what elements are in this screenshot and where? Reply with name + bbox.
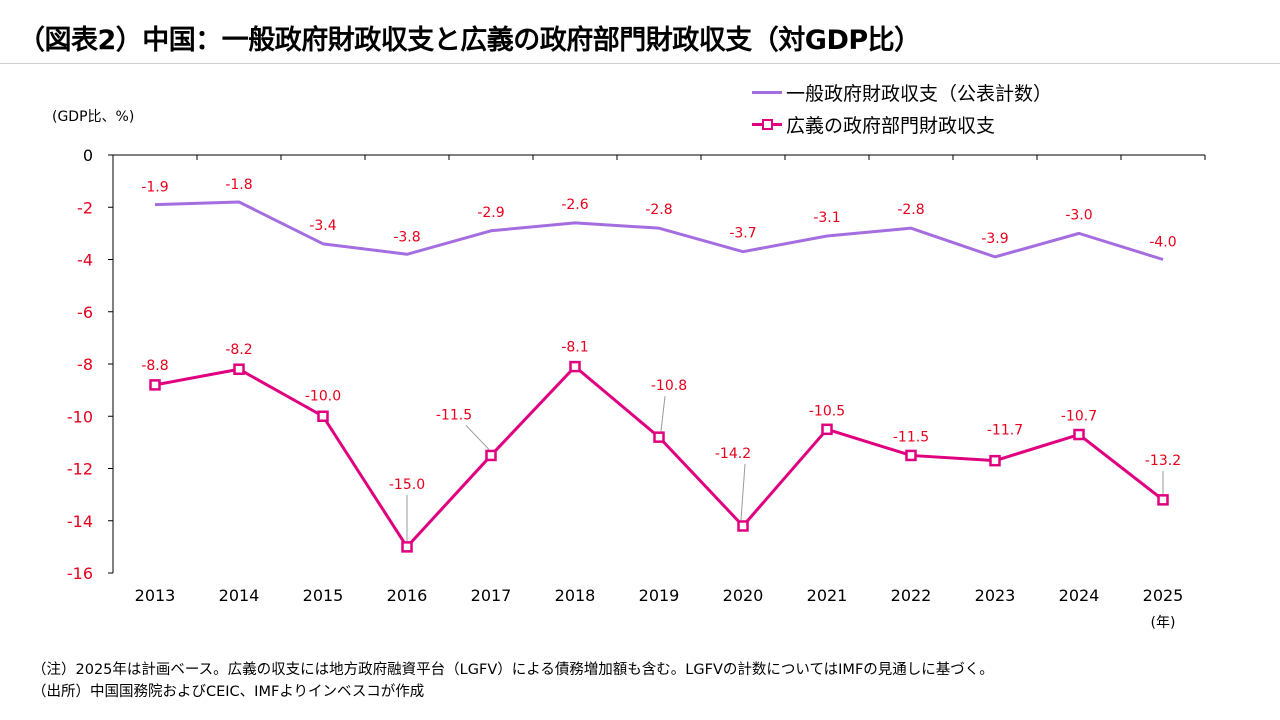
data-point-broad (737, 520, 749, 532)
x-tick-label: 2014 (219, 586, 260, 605)
footnote-note: （注）2025年は計画ベース。広義の収支には地方政府融資平台（LGFV）による債… (32, 662, 994, 678)
series-line-general (154, 200, 1164, 261)
data-label-general: -3.1 (813, 210, 840, 226)
data-label-leader-line (465, 425, 490, 450)
y-tick-label: -6 (77, 303, 93, 322)
legend-line-general (752, 91, 782, 94)
data-label-leader-line (660, 396, 666, 432)
legend-line-swatch (752, 82, 782, 102)
x-tick-label: 2015 (303, 586, 344, 605)
data-label-broad: -11.5 (436, 407, 472, 423)
legend-square-marker-icon (762, 119, 773, 130)
data-point-broad (905, 449, 917, 462)
x-tick-label: 2018 (555, 586, 596, 605)
data-label-broad: -10.5 (809, 403, 845, 419)
y-tick-label: -2 (77, 198, 93, 217)
y-tick-label: -12 (67, 460, 93, 479)
chart-title: （図表2）中国：一般政府財政収支と広義の政府部門財政収支（対GDP比） (18, 25, 921, 56)
x-axis-unit-label: (年) (1151, 615, 1176, 631)
x-tick-label: 2023 (975, 586, 1016, 605)
data-label-broad: -8.2 (225, 342, 252, 358)
footnotes: （注）2025年は計画ベース。広義の収支には地方政府融資平台（LGFV）による債… (32, 659, 994, 703)
legend-item-general: 一般政府財政収支（公表計数） (752, 76, 1052, 108)
data-point-broad (989, 454, 1001, 467)
data-label-general: -4.0 (1149, 235, 1176, 251)
data-label-broad: -13.2 (1145, 453, 1181, 469)
legend-marker-swatch (752, 114, 782, 134)
data-point-broad (1073, 428, 1085, 441)
data-label-broad: -14.2 (715, 446, 751, 462)
data-label-general: -1.9 (141, 180, 168, 196)
data-label-general: -3.7 (729, 226, 756, 242)
data-label-broad: -10.0 (305, 388, 341, 404)
data-point-broad (485, 449, 497, 462)
y-axis-unit-label: (GDP比、%) (52, 109, 135, 125)
data-label-general: -2.8 (645, 202, 672, 218)
data-label-broad: -8.1 (561, 340, 588, 356)
y-tick-label: -16 (67, 564, 93, 583)
data-point-broad (401, 541, 413, 553)
data-label-general: -2.6 (561, 197, 588, 213)
data-point-broad (317, 410, 329, 422)
data-label-general: -3.9 (981, 231, 1008, 247)
data-point-broad (821, 423, 833, 436)
data-label-broad: -11.5 (893, 429, 929, 445)
data-point-broad (1157, 494, 1169, 506)
data-label-general: -2.8 (897, 202, 924, 218)
y-tick-label: -14 (67, 512, 93, 531)
legend-label-broad: 広義の政府部門財政収支 (786, 114, 996, 137)
data-label-general: -1.8 (225, 177, 252, 193)
legend: 一般政府財政収支（公表計数） 広義の政府部門財政収支 (752, 76, 1052, 140)
data-point-broad (569, 360, 581, 373)
data-point-broad (653, 431, 665, 443)
data-point-broad (233, 363, 245, 375)
footnote-source: （出所）中国国務院およびCEIC、IMFよりインベスコが作成 (32, 684, 425, 700)
y-tick-label: -8 (77, 355, 93, 374)
x-tick-label: 2021 (807, 586, 848, 605)
data-label-general: -3.8 (393, 229, 420, 245)
data-label-general: -3.0 (1065, 207, 1092, 223)
data-label-broad: -11.7 (987, 423, 1023, 439)
x-tick-label: 2022 (891, 586, 932, 605)
legend-item-broad: 広義の政府部門財政収支 (752, 108, 1052, 140)
x-tick-label: 2017 (471, 586, 512, 605)
x-tick-label: 2016 (387, 586, 428, 605)
x-tick-label: 2025 (1143, 586, 1184, 605)
data-label-broad: -10.8 (651, 378, 687, 394)
data-label-leader-line (740, 463, 746, 521)
x-tick-label: 2020 (723, 586, 764, 605)
data-label-broad: -15.0 (389, 477, 425, 493)
legend-label-general: 一般政府財政収支（公表計数） (786, 82, 1053, 105)
data-label-broad: -10.7 (1061, 409, 1097, 425)
data-point-broad (149, 379, 161, 391)
x-tick-label: 2013 (135, 586, 176, 605)
title-divider (0, 63, 1280, 64)
y-tick-label: -10 (67, 407, 93, 426)
y-tick-label: -4 (77, 251, 93, 270)
y-tick-label: 0 (83, 146, 93, 165)
x-tick-label: 2019 (639, 586, 680, 605)
data-label-broad: -8.8 (141, 358, 168, 374)
data-label-general: -3.4 (309, 218, 336, 234)
data-label-general: -2.9 (477, 205, 504, 221)
x-tick-label: 2024 (1059, 586, 1100, 605)
